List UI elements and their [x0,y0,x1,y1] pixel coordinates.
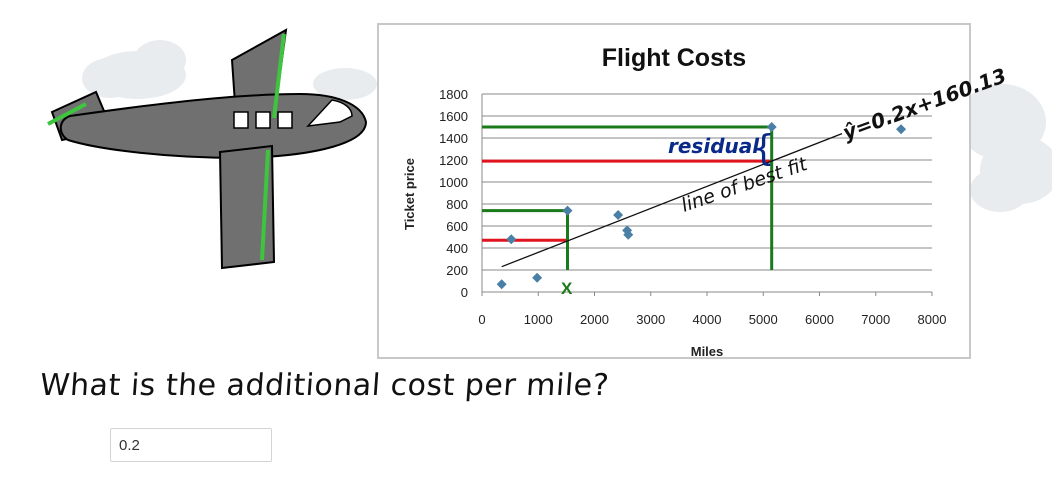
y-tick-label: 400 [446,241,468,256]
x-tick-label: 4000 [693,312,722,327]
data-point [562,205,573,216]
data-point [766,122,777,132]
y-tick-label: 1400 [439,131,468,146]
data-point [496,279,507,290]
y-axis-label: Ticket price [402,158,417,230]
x-tick-label: 3000 [636,312,665,327]
chart-frame [377,23,971,359]
scatter-chart: Flight Costs 0 200 400 600 800 1000 1200 1400 16… [377,23,971,359]
residual-brace-icon: { [752,128,775,169]
data-point [623,229,634,240]
airplane-icon [47,28,368,270]
chart-title: Flight Costs [602,44,746,72]
answer-input[interactable] [110,428,272,462]
data-point [613,210,624,220]
x-marker: X [561,279,573,298]
cloud-icon [313,68,377,100]
x-tick-label: 7000 [861,312,890,327]
data-point [506,234,517,245]
y-tick-label: 800 [446,197,468,212]
x-tick-label: 2000 [580,312,609,327]
y-tick-label: 600 [446,219,468,234]
residual-annotation: residual [668,134,760,158]
x-tick-label: 6000 [805,312,834,327]
y-tick-label: 0 [461,285,468,300]
x-tick-label: 8000 [918,312,947,327]
x-axis-label: Miles [691,344,724,359]
cloud-icon [958,84,1052,212]
cloud-icon [82,40,186,99]
x-tick-label: 1000 [524,312,553,327]
y-tick-label: 1000 [439,175,468,190]
x-tick-label: 5000 [749,312,778,327]
data-point [896,124,907,135]
y-tick-label: 1600 [439,109,468,124]
y-tick-label: 1200 [439,153,468,168]
question-text: What is the additional cost per mile? [38,368,611,403]
y-tick-label: 200 [446,263,468,278]
trendline [501,132,843,268]
y-tick-label: 1800 [439,87,468,102]
x-tick-label: 0 [478,312,485,327]
data-point [532,272,543,283]
